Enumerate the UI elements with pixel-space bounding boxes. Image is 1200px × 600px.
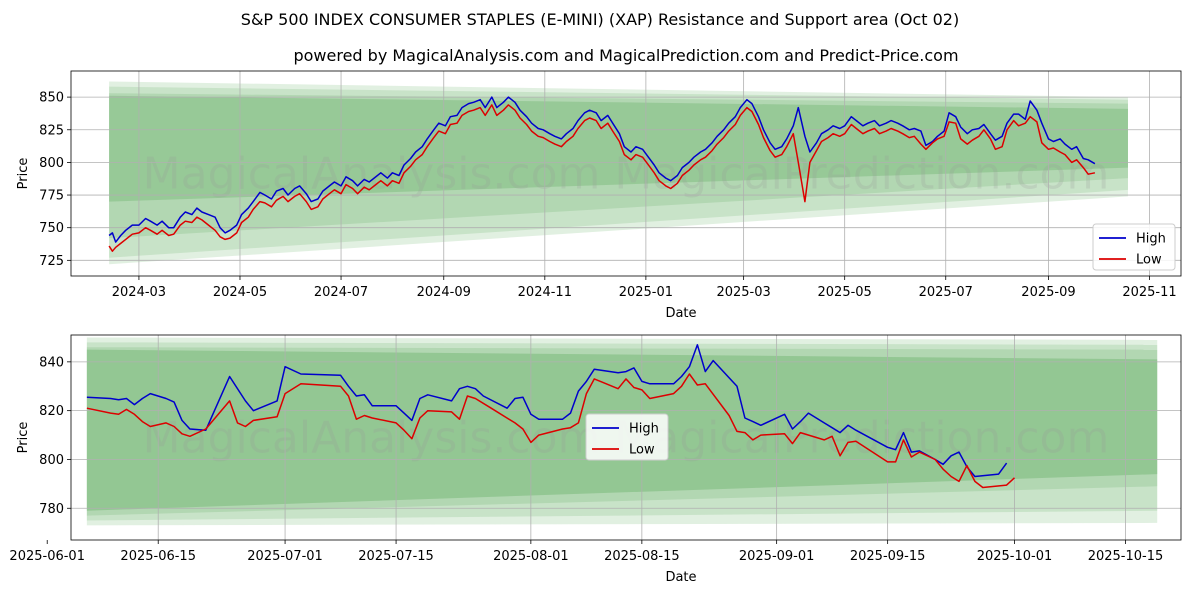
series-line-high: [86, 344, 1008, 478]
x-tick-label: 2025-10-01: [977, 549, 1053, 564]
band-layer-3: [109, 95, 1128, 202]
y-axis-label: Price: [16, 422, 31, 454]
chart-title: S&P 500 INDEX CONSUMER STAPLES (E-MINI) …: [241, 10, 959, 29]
x-tick-label: 2025-03: [716, 285, 770, 300]
x-tick-label: 2024-11: [518, 285, 572, 300]
x-tick-label: 2025-11: [1122, 285, 1176, 300]
y-tick-label: 800: [39, 156, 64, 171]
y-tick-label: 800: [39, 453, 64, 468]
y-tick-label: 775: [39, 189, 64, 204]
legend-label-low: Low: [1136, 253, 1162, 268]
x-tick-label: 2024-07: [314, 285, 368, 300]
plot-area: MagicalAnalysis.com MagicalPrediction.co…: [71, 71, 1181, 276]
legend-label-high: High: [1136, 232, 1166, 247]
x-tick-label: 2024-09: [417, 285, 471, 300]
x-tick-label: 2024-03: [112, 285, 166, 300]
y-tick-label: 725: [39, 254, 64, 269]
legend: High Low: [1092, 223, 1176, 271]
series-line-high: [108, 96, 1096, 243]
chart-subtitle: powered by MagicalAnalysis.com and Magic…: [293, 46, 958, 65]
y-tick-label: 780: [39, 502, 64, 517]
x-tick-label: 2025-07: [919, 285, 973, 300]
legend-label-high: High: [629, 422, 659, 437]
x-tick-label: 2025-09: [1021, 285, 1075, 300]
x-tick-label: 2025-07-01: [247, 549, 323, 564]
x-tick-label: 2025-10-15: [1088, 549, 1164, 564]
x-tick-label: 2025-08-15: [604, 549, 680, 564]
axes-frame: [70, 70, 1182, 277]
x-tick-label: 2025-06-15: [120, 549, 196, 564]
axes-frame: [70, 334, 1182, 541]
x-axis-label: Date: [665, 306, 696, 321]
x-tick-label: 2025-08-01: [493, 549, 569, 564]
y-axis-label: Price: [16, 158, 31, 190]
x-axis-label: Date: [665, 570, 696, 585]
y-tick-label: 840: [39, 355, 64, 370]
x-tick-label: 2025-07-15: [358, 549, 434, 564]
x-tick-label: 2025-05: [818, 285, 872, 300]
top-chart-panel: MagicalAnalysis.com MagicalPrediction.co…: [16, 70, 1182, 321]
y-tick-label: 750: [39, 221, 64, 236]
y-tick-label: 850: [39, 91, 64, 106]
band-layer-0: [109, 81, 1128, 265]
x-tick-label: 2025-01: [619, 285, 673, 300]
y-tick-label: 820: [39, 404, 64, 419]
x-tick-label: 2025-09-01: [739, 549, 815, 564]
series-line-low: [86, 373, 1016, 489]
series-line-low: [108, 104, 1096, 252]
y-tick-label: 825: [39, 123, 64, 138]
bottom-chart-panel: MagicalAnalysis.com MagicalPrediction.co…: [9, 334, 1182, 585]
legend-label-low: Low: [629, 443, 655, 458]
x-tick-label: 2025-09-15: [850, 549, 926, 564]
x-tick-label: 2024-05: [213, 285, 267, 300]
legend: High Low: [585, 413, 669, 461]
x-tick-label: 2025-06-01: [9, 549, 85, 564]
